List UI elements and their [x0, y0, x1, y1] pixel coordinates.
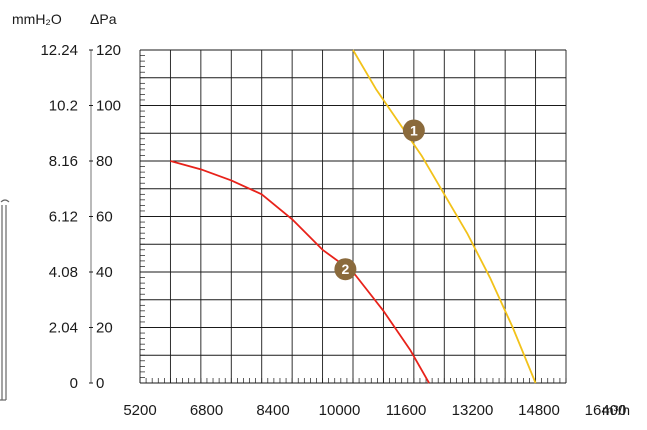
left-edge-decoration — [0, 199, 10, 401]
x-tick-label: 6800 — [190, 402, 223, 419]
y-tick-label-pa: 80 — [96, 153, 113, 170]
x-tick-label: 11600 — [386, 402, 427, 419]
series-marker-label-2: 2 — [341, 261, 349, 277]
y-tick-label-mmh2o: 0 — [70, 375, 78, 392]
series-marker-1 — [402, 119, 425, 142]
y-tick-label-pa: 100 — [96, 98, 121, 115]
grid-layer — [89, 49, 567, 384]
x-tick-label: 16400 — [585, 402, 627, 419]
x-tick-label: 5200 — [123, 402, 156, 419]
y-tick-label-mmh2o: 4.08 — [49, 264, 78, 281]
series-line-1 — [352, 49, 537, 384]
y-tick-label-mmh2o: 6.12 — [49, 209, 78, 226]
x-tick-label: 13200 — [452, 402, 494, 419]
y-tick-label-mmh2o: 8.16 — [49, 153, 78, 170]
y-axis-label-pa: ΔPa — [90, 11, 117, 27]
series-marker-2 — [334, 258, 357, 281]
x-tick-label: 8400 — [256, 402, 289, 419]
y-tick-label-pa: 120 — [96, 42, 121, 59]
y-axis-label-mmh2o: mmH₂O — [12, 11, 62, 27]
x-tick-label: 14800 — [518, 402, 560, 419]
x-tick-label: 10000 — [319, 402, 361, 419]
x-axis-label: m³/h — [602, 402, 630, 418]
y-tick-label-pa: 60 — [96, 209, 113, 226]
y-tick-label-mmh2o: 12.24 — [40, 42, 78, 59]
series-marker-label-1: 1 — [410, 122, 418, 138]
series-layer: 12 — [170, 49, 537, 384]
label-layer: mmH₂O ΔPa m³/h 0 20 40 60 80 100 120 0 2.04 4.08 6… — [12, 11, 630, 419]
y-tick-label-pa: 40 — [96, 264, 113, 281]
y-tick-label-pa: 20 — [96, 320, 113, 337]
y-tick-label-pa: 0 — [96, 375, 104, 392]
y-tick-label-mmh2o: 2.04 — [49, 320, 78, 337]
series-line-2 — [170, 160, 430, 384]
y-tick-label-mmh2o: 10.2 — [49, 98, 78, 115]
